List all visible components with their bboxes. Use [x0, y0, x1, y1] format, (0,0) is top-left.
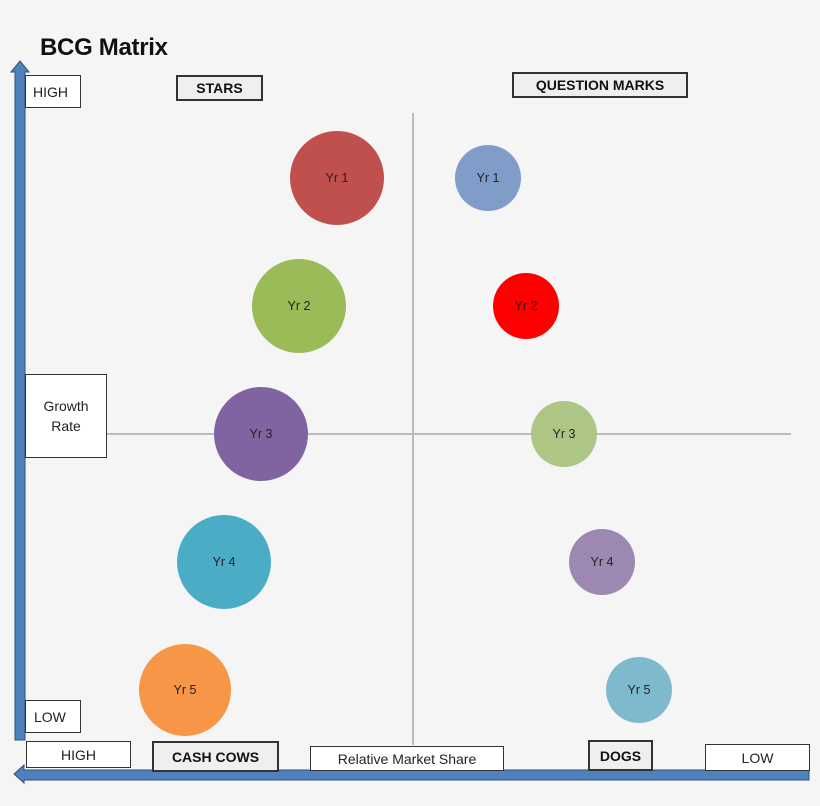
bubble-right-yr2: Yr 2 [493, 273, 559, 339]
y-axis-high-label: HIGH [25, 75, 81, 108]
quadrant-cash-cows-label: CASH COWS [152, 741, 279, 772]
x-axis-high-label: HIGH [26, 741, 131, 768]
bubble-left-yr5: Yr 5 [139, 644, 231, 736]
bubble-label: Yr 5 [627, 683, 651, 697]
x-axis-low-label: LOW [705, 744, 810, 771]
growth-rate-label: Growth Rate [25, 374, 107, 458]
y-axis-low-label: LOW [25, 700, 81, 733]
x-axis-arrow-icon [13, 763, 810, 785]
bubble-label: Yr 3 [249, 427, 273, 441]
bubble-label: Yr 1 [325, 171, 349, 185]
growth-rate-line1: Growth [43, 398, 89, 414]
bubble-left-yr4: Yr 4 [177, 515, 271, 609]
growth-rate-line2: Rate [51, 418, 81, 434]
bubble-right-yr3: Yr 3 [531, 401, 597, 467]
bubble-left-yr3: Yr 3 [214, 387, 308, 481]
bubble-label: Yr 2 [514, 299, 538, 313]
quadrant-dogs-label: DOGS [588, 740, 653, 771]
relative-market-share-label: Relative Market Share [310, 746, 504, 771]
y-axis-arrow-icon [9, 60, 31, 741]
bubble-left-yr1: Yr 1 [290, 131, 384, 225]
bubble-right-yr4: Yr 4 [569, 529, 635, 595]
bubble-right-yr1: Yr 1 [455, 145, 521, 211]
bubble-label: Yr 2 [287, 299, 311, 313]
bubble-label: Yr 3 [552, 427, 576, 441]
bubble-label: Yr 5 [173, 683, 197, 697]
bubble-label: Yr 4 [590, 555, 614, 569]
horizontal-divider [107, 433, 791, 435]
bubble-label: Yr 1 [476, 171, 500, 185]
quadrant-stars-label: STARS [176, 75, 263, 101]
bubble-right-yr5: Yr 5 [606, 657, 672, 723]
vertical-divider [412, 113, 414, 745]
quadrant-question-marks-label: QUESTION MARKS [512, 72, 688, 98]
page-title: BCG Matrix [40, 34, 168, 61]
bubble-label: Yr 4 [212, 555, 236, 569]
bubble-left-yr2: Yr 2 [252, 259, 346, 353]
